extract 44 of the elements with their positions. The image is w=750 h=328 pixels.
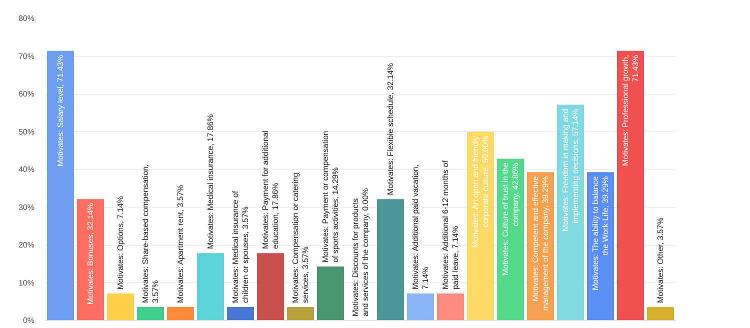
y-tick-label: 20% [18,240,35,250]
bar [197,253,224,320]
bar [257,253,284,320]
bar [77,199,104,320]
y-tick-label: 40% [18,165,35,174]
bar [377,199,404,320]
bar [647,307,674,320]
bar [227,307,254,320]
data-label: Motivates: Compensation or catering services, 3.57% [291,172,310,303]
y-tick-label: 50% [18,127,35,136]
y-tick-label: 10% [18,278,35,288]
data-label: Motivates: Flexible schedule, 32.14% [386,63,395,196]
data-label: Motivates: Bonuses, 32.14% [86,203,95,305]
data-label: Motivates: Apartment rent, 3.57% [176,184,185,303]
data-label: Motivates: Payment for additional education, 17.86% [261,130,280,250]
y-tick-label: 0% [22,316,34,325]
data-label: Motivates: Additional paid vacation, 7.14% [411,164,430,290]
data-label: Motivates: Additional 6-12 months of paid leave, 7.14% [441,160,460,290]
data-label: Motivates: Other, 3.57% [656,218,665,303]
data-label: Motivates: Freedom in making and implementing decisions, 57.14% [561,108,580,232]
bar [167,307,194,320]
bar [317,266,344,320]
data-label: Motivates: Medical insurance, 17.86% [206,114,215,250]
data-label: Motivates: Medical insurance of children or spouses, 3.57% [231,190,250,303]
bar [437,294,464,320]
y-tick-label: 30% [18,202,35,212]
bar [107,294,134,320]
bar [47,50,74,320]
data-label: Motivates: An open and friendly corporate culture, 50.00% [471,136,490,248]
data-label: Motivates: Options, 7.14% [116,196,125,290]
bar [407,294,434,320]
bar [617,50,644,320]
data-label: Motivates: Share-based compensation, 3.57% [141,164,160,303]
y-tick-label: 80% [18,14,35,23]
y-tick-label: 60% [18,90,35,98]
bar [287,307,314,320]
bar [137,307,164,320]
data-label: Motivates: The ability to balance the Work-Life, 39.29% [591,176,610,290]
data-label: Motivates: Salary level, 71.43% [56,54,65,166]
data-label: Motivates: Discounts for products and services of the company, 0.00% [351,188,370,316]
data-label: Motivates: Competent and effective management of the company, 39.29% [531,176,550,311]
data-label: Motivates: Culture of trust in the company, 42.86% [501,162,520,276]
y-tick-label: 70% [18,52,35,61]
data-label: Motivates: Professional growth, 71.43% [621,54,640,166]
